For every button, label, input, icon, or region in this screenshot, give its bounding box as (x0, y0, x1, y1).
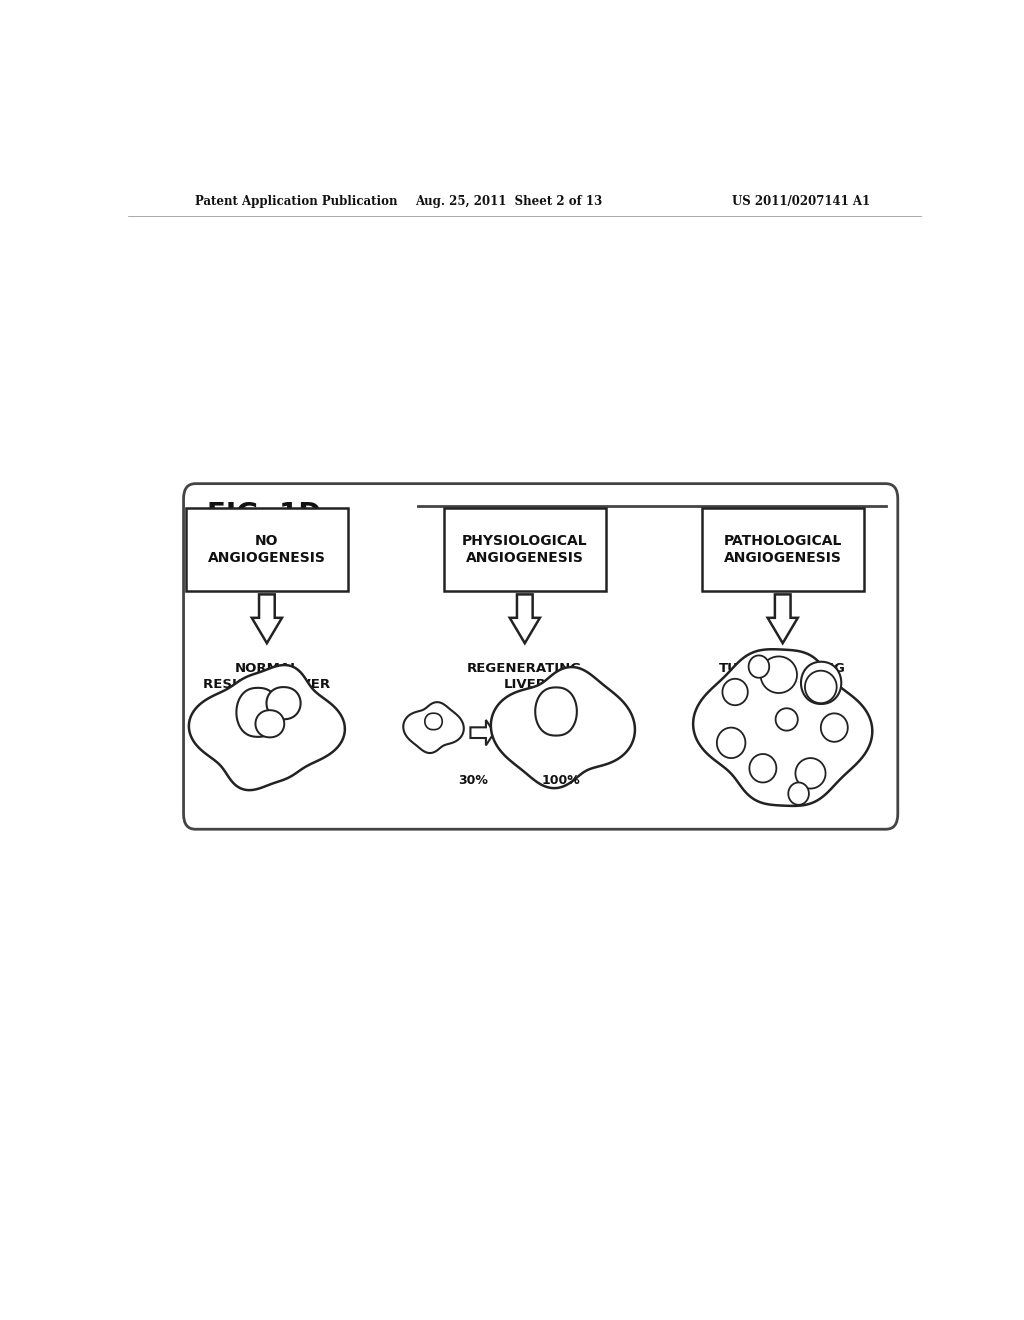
Polygon shape (237, 688, 280, 737)
Text: NO
ANGIOGENESIS: NO ANGIOGENESIS (208, 535, 326, 565)
Text: REGENERATING
LIVER: REGENERATING LIVER (467, 661, 583, 690)
Text: US 2011/0207141 A1: US 2011/0207141 A1 (732, 194, 870, 207)
Polygon shape (188, 665, 345, 791)
Text: TUMOR-BEARING
LIVER: TUMOR-BEARING LIVER (719, 661, 846, 690)
Polygon shape (775, 709, 798, 731)
Text: Patent Application Publication: Patent Application Publication (196, 194, 398, 207)
Polygon shape (252, 594, 282, 643)
Polygon shape (536, 688, 577, 735)
Polygon shape (805, 671, 837, 704)
Text: PATHOLOGICAL
ANGIOGENESIS: PATHOLOGICAL ANGIOGENESIS (724, 535, 842, 565)
Polygon shape (255, 710, 285, 738)
Text: 100%: 100% (541, 774, 580, 787)
Polygon shape (510, 594, 540, 643)
FancyBboxPatch shape (183, 483, 898, 829)
Polygon shape (761, 656, 797, 693)
Text: 30%: 30% (459, 774, 488, 787)
Polygon shape (470, 719, 495, 746)
Text: PHYSIOLOGICAL
ANGIOGENESIS: PHYSIOLOGICAL ANGIOGENESIS (462, 535, 588, 565)
FancyBboxPatch shape (443, 508, 606, 591)
Polygon shape (266, 688, 301, 719)
Text: FIG. 1D: FIG. 1D (207, 502, 322, 529)
Polygon shape (403, 702, 464, 752)
Polygon shape (490, 667, 635, 788)
Polygon shape (750, 754, 776, 783)
Polygon shape (796, 758, 825, 788)
Polygon shape (788, 783, 809, 805)
Polygon shape (425, 713, 442, 730)
Polygon shape (717, 727, 745, 758)
Text: NORMAL
RESISTING LIVER: NORMAL RESISTING LIVER (204, 661, 331, 690)
FancyBboxPatch shape (701, 508, 863, 591)
Polygon shape (749, 656, 769, 677)
FancyBboxPatch shape (186, 508, 348, 591)
Polygon shape (722, 678, 748, 705)
Polygon shape (693, 649, 872, 807)
Text: Aug. 25, 2011  Sheet 2 of 13: Aug. 25, 2011 Sheet 2 of 13 (416, 194, 602, 207)
Polygon shape (821, 713, 848, 742)
Polygon shape (768, 594, 798, 643)
Polygon shape (801, 661, 842, 704)
